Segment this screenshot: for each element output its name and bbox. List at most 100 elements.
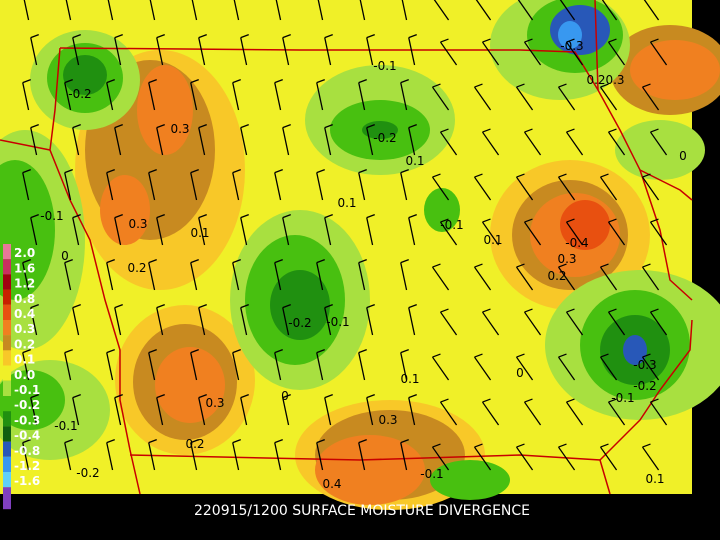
wind-barb <box>649 221 668 246</box>
wind-barb <box>641 176 660 201</box>
wind-barb <box>22 262 30 291</box>
wind-barb-tick <box>432 353 441 358</box>
wind-barb <box>601 0 618 21</box>
wind-barb <box>607 401 626 426</box>
wind-barb-tick <box>440 308 449 313</box>
wind-barb-tick <box>106 439 115 444</box>
wind-barb <box>400 82 408 111</box>
wind-barb <box>565 131 584 156</box>
wind-barb <box>366 307 374 336</box>
wind-barb <box>599 356 618 381</box>
wind-barb <box>408 37 416 66</box>
wind-barb-tick <box>148 169 157 174</box>
wind-barb <box>439 41 458 66</box>
wind-barb <box>282 217 290 246</box>
wind-barb <box>324 397 332 426</box>
wind-barb-tick <box>282 394 291 399</box>
wind-barb <box>439 311 458 336</box>
wind-barb-tick <box>558 353 567 358</box>
field-contour <box>0 370 65 430</box>
legend-label: 1.2 <box>14 277 35 291</box>
contour-label: 0.3 <box>378 413 397 427</box>
wind-barb-tick <box>608 38 617 43</box>
wind-barb <box>274 172 282 201</box>
wind-barb-tick <box>22 169 31 174</box>
wind-barb <box>433 0 450 21</box>
contour-label: -0.2 <box>288 316 311 330</box>
wind-barb-tick <box>358 259 367 264</box>
wind-barb <box>359 0 366 21</box>
wind-barb-tick <box>64 169 73 174</box>
contour-labels: -0.2-0.10.30.30.10.2-0.2 -0.10.30.200.10.… <box>40 39 687 491</box>
wind-barb-tick <box>22 439 31 444</box>
wind-barb <box>106 262 114 291</box>
wind-barb <box>30 37 38 66</box>
wind-barb <box>198 37 206 66</box>
wind-barb <box>274 442 282 471</box>
wind-barb <box>366 127 374 156</box>
wind-barb-tick <box>524 218 533 223</box>
wind-barb-tick <box>366 214 375 219</box>
wind-barb <box>523 311 542 336</box>
footer-title: 220915/1200 SURFACE MOISTURE DIVERGENCE <box>194 503 530 519</box>
legend-label: 0.0 <box>14 368 35 382</box>
wind-barb <box>649 311 668 336</box>
wind-barb-tick <box>600 353 609 358</box>
wind-barb-tick <box>440 218 449 223</box>
wind-barb-tick <box>366 124 375 129</box>
contour-label: -0.1 <box>40 209 63 223</box>
wind-barb-tick <box>30 214 39 219</box>
wind-barb-tick <box>400 349 409 354</box>
wind-barb <box>72 307 80 336</box>
wind-barb-tick <box>240 34 249 39</box>
wind-barb <box>481 41 500 66</box>
legend-label: -0.8 <box>14 444 40 458</box>
wind-barb <box>517 0 534 21</box>
contour-label: -0.1 <box>54 419 77 433</box>
wind-barb-tick <box>566 398 575 403</box>
wind-barb <box>232 262 240 291</box>
wind-barb <box>439 131 458 156</box>
wind-barb <box>475 0 492 21</box>
wind-barb <box>316 82 324 111</box>
wind-barb <box>649 41 668 66</box>
wind-barb-tick <box>22 259 31 264</box>
wind-barb-tick <box>64 259 73 264</box>
contour-label: 0.1 <box>483 233 502 247</box>
wind-barb-tick <box>282 124 291 129</box>
wind-barb-tick <box>516 353 525 358</box>
wind-barb-tick <box>474 443 483 448</box>
wind-barb <box>190 82 198 111</box>
wind-barb <box>240 127 248 156</box>
wind-barb-tick <box>608 398 617 403</box>
field-contour <box>630 40 720 100</box>
wind-barb <box>473 266 492 291</box>
wind-barb-tick <box>324 34 333 39</box>
wind-barb <box>22 442 30 471</box>
wind-barb <box>275 0 282 21</box>
contour-label: 0.2 <box>185 437 204 451</box>
wind-barb-tick <box>106 169 115 174</box>
wind-barb <box>565 311 584 336</box>
wind-barb <box>106 442 114 471</box>
wind-barb <box>114 217 122 246</box>
wind-barb-tick <box>190 349 199 354</box>
wind-barb <box>400 172 408 201</box>
wind-barb-tick <box>358 79 367 84</box>
contour-label: 0 <box>61 249 69 263</box>
wind-barb-tick <box>474 173 483 178</box>
wind-barb <box>473 446 492 471</box>
wind-barb <box>282 307 290 336</box>
wind-barb <box>64 82 72 111</box>
wind-barb-tick <box>156 304 165 309</box>
wind-barb-tick <box>106 259 115 264</box>
legend-swatch <box>3 396 11 412</box>
wind-barb-tick <box>148 259 157 264</box>
wind-barb <box>106 82 114 111</box>
wind-barb <box>324 217 332 246</box>
wind-barb <box>358 172 366 201</box>
contour-label: 0 <box>281 389 289 403</box>
wind-barb <box>149 0 156 21</box>
wind-barb <box>72 217 80 246</box>
